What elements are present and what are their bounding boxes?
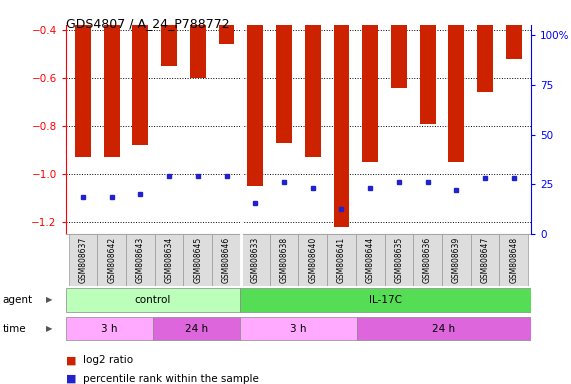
- Text: GSM808641: GSM808641: [337, 237, 346, 283]
- Bar: [477, 0, 493, 92]
- FancyBboxPatch shape: [413, 234, 442, 286]
- FancyBboxPatch shape: [327, 234, 356, 286]
- FancyBboxPatch shape: [212, 234, 241, 286]
- Text: GSM808644: GSM808644: [365, 237, 375, 283]
- Text: GSM808637: GSM808637: [78, 237, 87, 283]
- Text: 24 h: 24 h: [432, 324, 455, 334]
- Text: GSM808647: GSM808647: [481, 237, 489, 283]
- FancyBboxPatch shape: [153, 317, 240, 341]
- FancyBboxPatch shape: [241, 234, 270, 286]
- Text: GSM808635: GSM808635: [395, 237, 403, 283]
- Bar: [506, 0, 522, 59]
- FancyBboxPatch shape: [356, 317, 531, 341]
- FancyBboxPatch shape: [126, 234, 155, 286]
- Bar: [276, 0, 292, 143]
- FancyBboxPatch shape: [240, 288, 531, 312]
- Bar: [305, 0, 320, 157]
- Text: GSM808638: GSM808638: [279, 237, 288, 283]
- Text: ▶: ▶: [46, 324, 53, 333]
- Text: GSM808648: GSM808648: [509, 237, 518, 283]
- Text: 3 h: 3 h: [101, 324, 118, 334]
- Bar: [75, 0, 91, 157]
- Text: GDS4807 / A_24_P788772: GDS4807 / A_24_P788772: [66, 17, 230, 30]
- FancyBboxPatch shape: [240, 317, 356, 341]
- Text: GSM808642: GSM808642: [107, 237, 116, 283]
- FancyBboxPatch shape: [97, 234, 126, 286]
- Bar: [448, 0, 464, 162]
- Text: 3 h: 3 h: [290, 324, 307, 334]
- FancyBboxPatch shape: [155, 234, 183, 286]
- Bar: [362, 0, 378, 162]
- Text: GSM808646: GSM808646: [222, 237, 231, 283]
- Bar: [104, 0, 119, 157]
- Text: GSM808643: GSM808643: [136, 237, 145, 283]
- Bar: [420, 0, 436, 124]
- FancyBboxPatch shape: [500, 234, 528, 286]
- Text: GSM808639: GSM808639: [452, 237, 461, 283]
- Text: IL-17C: IL-17C: [369, 295, 402, 305]
- Text: GSM808636: GSM808636: [423, 237, 432, 283]
- Bar: [391, 0, 407, 88]
- Text: ▶: ▶: [46, 295, 53, 305]
- Text: 24 h: 24 h: [185, 324, 208, 334]
- Bar: [247, 0, 263, 186]
- Text: ■: ■: [66, 374, 76, 384]
- Text: GSM808645: GSM808645: [194, 237, 202, 283]
- FancyBboxPatch shape: [356, 234, 384, 286]
- FancyBboxPatch shape: [69, 234, 97, 286]
- Text: time: time: [3, 324, 26, 334]
- Text: percentile rank within the sample: percentile rank within the sample: [83, 374, 259, 384]
- Text: log2 ratio: log2 ratio: [83, 355, 133, 365]
- Text: agent: agent: [3, 295, 33, 305]
- Text: control: control: [135, 295, 171, 305]
- Bar: [219, 0, 235, 44]
- FancyBboxPatch shape: [471, 234, 500, 286]
- Bar: [333, 0, 349, 227]
- FancyBboxPatch shape: [298, 234, 327, 286]
- Bar: [161, 0, 177, 66]
- FancyBboxPatch shape: [442, 234, 471, 286]
- FancyBboxPatch shape: [270, 234, 298, 286]
- Bar: [190, 0, 206, 78]
- Text: GSM808634: GSM808634: [164, 237, 174, 283]
- Bar: [132, 0, 148, 145]
- FancyBboxPatch shape: [66, 288, 240, 312]
- Text: GSM808633: GSM808633: [251, 237, 260, 283]
- Text: ■: ■: [66, 355, 76, 365]
- FancyBboxPatch shape: [384, 234, 413, 286]
- Text: GSM808640: GSM808640: [308, 237, 317, 283]
- FancyBboxPatch shape: [66, 317, 153, 341]
- FancyBboxPatch shape: [183, 234, 212, 286]
